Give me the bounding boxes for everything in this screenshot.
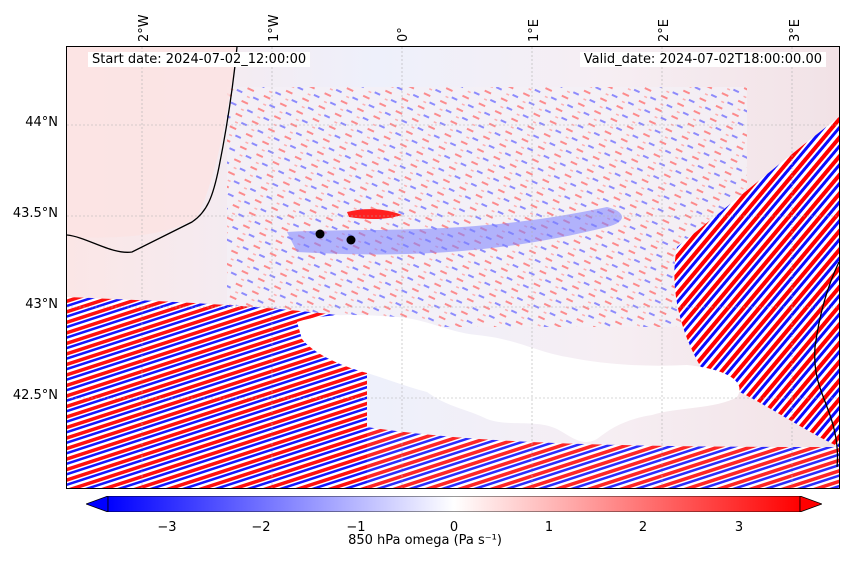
map-frame bbox=[66, 46, 840, 489]
colorbar-max-extend bbox=[799, 496, 822, 512]
lon-label-2e: 2°E bbox=[657, 19, 672, 42]
field-central-texture bbox=[227, 87, 747, 327]
field-northeast-band bbox=[674, 117, 839, 447]
ocean-area bbox=[67, 47, 237, 238]
field-south-band-east bbox=[367, 427, 839, 488]
city-marker bbox=[346, 235, 356, 245]
lon-label-3e: 3°E bbox=[788, 19, 803, 42]
colorbar-gradient bbox=[107, 496, 801, 512]
colorbar-tick: 0 bbox=[449, 520, 459, 535]
field-blue-streak bbox=[287, 207, 622, 255]
lat-label-44n: 44°N bbox=[25, 115, 58, 130]
colorbar-tick: −1 bbox=[346, 520, 366, 535]
colorbar-tick: 2 bbox=[638, 520, 648, 535]
colorbar-min-extend bbox=[86, 496, 109, 512]
colorbar-tick: −3 bbox=[157, 520, 177, 535]
omega-field-map bbox=[67, 47, 839, 488]
colorbar-tick: 3 bbox=[734, 520, 744, 535]
city-marker bbox=[315, 229, 325, 239]
lon-label-1w: 1°W bbox=[267, 14, 282, 42]
lat-label-43n: 43°N bbox=[25, 297, 58, 312]
field-red-streak bbox=[347, 209, 402, 220]
lon-label-0: 0° bbox=[396, 27, 411, 42]
colorbar bbox=[86, 496, 822, 512]
colorbar-tick: 1 bbox=[544, 520, 554, 535]
colorbar-tick: −2 bbox=[251, 520, 271, 535]
start-date-text: Start date: 2024-07-02_12:00:00 bbox=[88, 52, 311, 67]
colorbar-label: 850 hPa omega (Pa s⁻¹) bbox=[348, 533, 502, 548]
lat-label-42-5n: 42.5°N bbox=[12, 388, 58, 403]
lat-label-43-5n: 43.5°N bbox=[12, 206, 58, 221]
valid-date-text: Valid_date: 2024-07-02T18:00:00.00 bbox=[579, 52, 826, 67]
coastline bbox=[67, 47, 238, 253]
lon-label-2w: 2°W bbox=[137, 14, 152, 42]
coastline-east bbox=[814, 261, 839, 468]
lon-label-1e: 1°E bbox=[527, 19, 542, 42]
terrain-mask bbox=[297, 314, 740, 442]
graticule bbox=[67, 47, 839, 488]
